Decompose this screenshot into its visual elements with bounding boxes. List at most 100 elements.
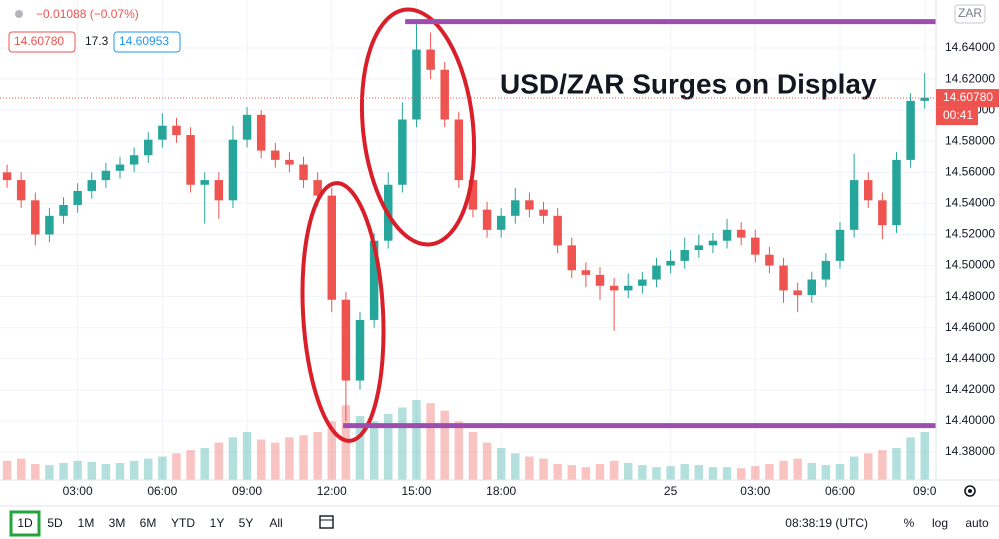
sell-price[interactable]: 14.60780 <box>14 34 64 48</box>
volume-bar <box>129 460 139 480</box>
volume-bar <box>525 456 534 480</box>
volume-bar <box>101 464 111 480</box>
volume-bar <box>511 453 520 480</box>
volume-bar <box>708 467 718 480</box>
volume-bar <box>849 456 859 480</box>
range-button[interactable]: 5D <box>47 516 63 530</box>
candle-body <box>172 125 181 136</box>
candle-body <box>186 135 195 185</box>
volume-bar <box>341 405 351 480</box>
x-tick-label: 12:00 <box>317 484 347 498</box>
candle-body <box>892 159 901 226</box>
range-button[interactable]: 3M <box>109 516 126 530</box>
candle-body <box>31 200 40 235</box>
date-range-icon[interactable] <box>319 515 334 529</box>
buy-box[interactable] <box>113 31 181 53</box>
volume-bar <box>271 442 280 480</box>
range-button[interactable]: 1D <box>17 516 33 530</box>
volume-bar <box>327 421 336 480</box>
range-button[interactable]: All <box>269 516 282 530</box>
candle-body <box>525 200 534 210</box>
y-tick-label: 14.52000 <box>945 227 995 241</box>
volume-bar <box>256 439 266 480</box>
x-tick-label: 25 <box>664 484 678 498</box>
range-button[interactable]: 1M <box>78 516 95 530</box>
candle-body <box>327 195 336 300</box>
buy-price[interactable]: 14.60953 <box>119 34 169 48</box>
x-tick-label: 09:00 <box>232 484 262 498</box>
range-button[interactable]: 1Y <box>210 516 225 530</box>
candle-body <box>821 260 831 280</box>
log-toggle[interactable]: log <box>932 516 948 530</box>
candle-body <box>694 245 704 251</box>
volume-bar <box>73 460 82 480</box>
candle-body <box>849 180 859 230</box>
range-button[interactable]: 5Y <box>239 516 254 530</box>
range-button[interactable]: 6M <box>140 516 157 530</box>
candle-body <box>652 265 661 280</box>
volume-bar <box>779 460 788 480</box>
candle-body <box>87 180 96 191</box>
candle-body <box>73 190 82 205</box>
x-tick-label: 06:00 <box>825 484 855 498</box>
candle-body <box>609 285 619 291</box>
volume-bar <box>242 432 252 480</box>
volume-bar <box>398 407 407 480</box>
y-tick-label: 14.58000 <box>945 133 995 147</box>
selected-range[interactable] <box>9 510 41 537</box>
volume-bar <box>16 458 26 480</box>
candle-body <box>722 229 732 241</box>
volume-bar <box>186 450 195 480</box>
volume-bar <box>31 464 40 480</box>
x-tick-label: 03:00 <box>740 484 770 498</box>
candle-body <box>341 299 351 381</box>
volume-bar <box>313 432 322 480</box>
x-tick-label: 03:00 <box>63 484 93 498</box>
candle-body <box>355 319 365 381</box>
volume-bar <box>87 461 96 480</box>
volume-bar <box>878 450 887 480</box>
last-price-box <box>936 89 999 108</box>
volume-bar <box>736 468 746 480</box>
candle-body <box>920 97 929 101</box>
volume-bar <box>567 465 576 480</box>
percent-toggle[interactable]: % <box>904 516 915 530</box>
auto-toggle[interactable]: auto <box>965 516 989 530</box>
volume-bar <box>228 437 238 480</box>
volume-bar <box>482 442 492 480</box>
candle-body <box>45 215 54 235</box>
volume-bar <box>496 448 506 480</box>
x-tick-label: 18:00 <box>486 484 516 498</box>
volume-bar <box>765 464 774 480</box>
y-tick-label: 14.46000 <box>945 320 995 334</box>
status-dot <box>15 10 23 18</box>
y-tick-label: 14.44000 <box>945 351 995 365</box>
y-tick-label: 14.38000 <box>945 444 995 458</box>
range-button[interactable]: YTD <box>171 516 195 530</box>
highlight-ellipse <box>359 7 477 247</box>
y-tick-label: 14.48000 <box>945 289 995 303</box>
settings-icon[interactable] <box>964 485 976 497</box>
candle-body <box>59 204 68 216</box>
y-tick-label: 14.54000 <box>945 196 995 210</box>
candle-body <box>793 290 802 296</box>
currency-box <box>954 4 986 24</box>
candle-body <box>751 237 760 255</box>
candle-body <box>906 100 915 160</box>
volume-bar <box>581 467 591 480</box>
volume-bar <box>553 464 562 480</box>
candle-body <box>313 180 322 196</box>
volume-bar <box>892 448 901 480</box>
volume-bar <box>793 458 802 480</box>
countdown: 00:41 <box>943 108 973 122</box>
volume-bar <box>864 453 873 480</box>
sell-box[interactable] <box>8 31 76 53</box>
x-tick-label: 15:00 <box>401 484 431 498</box>
volume-bar <box>59 462 68 480</box>
y-tick-label: 14.40000 <box>945 413 995 427</box>
volume-bar <box>369 421 379 480</box>
candle-body <box>228 139 238 201</box>
volume-bar <box>2 460 12 480</box>
volume-bar <box>355 416 365 480</box>
candle-body <box>2 172 12 181</box>
